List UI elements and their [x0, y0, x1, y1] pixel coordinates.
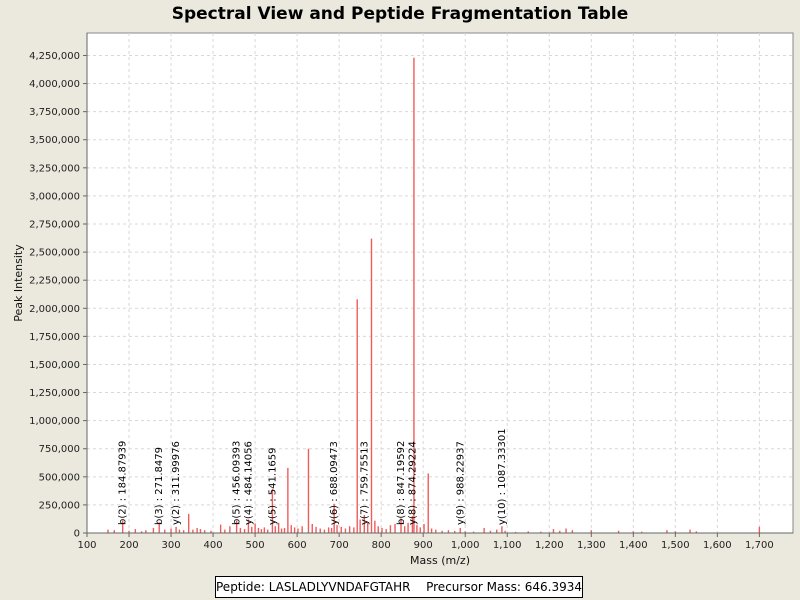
fragment-label: b(3) : 271.8479	[154, 447, 165, 525]
y-tick-label: 3,750,000	[29, 107, 80, 118]
fragment-label: b(8) : 847.19592	[396, 441, 407, 525]
y-axis-ticks: 0 250,000 500,000 750,000 1,000,000 1,250,000…	[29, 51, 87, 540]
x-tick-label: 400	[204, 540, 223, 551]
x-tick-label: 1,500	[661, 540, 690, 551]
x-tick-label: 1,400	[619, 540, 648, 551]
x-tick-label: 800	[372, 540, 391, 551]
x-tick-label: 500	[246, 540, 265, 551]
y-tick-label: 0	[74, 529, 80, 540]
fragment-annotations: b(2) : 184.87939 b(3) : 271.8479 y(2) : 31…	[118, 428, 508, 525]
peptide-sequence: Peptide: LASLADLYVNDAFGTAHR	[216, 580, 411, 594]
y-tick-label: 1,500,000	[29, 360, 80, 371]
y-tick-label: 2,000,000	[29, 304, 80, 315]
x-tick-label: 100	[77, 540, 96, 551]
y-tick-label: 4,250,000	[29, 51, 80, 62]
y-tick-label: 3,250,000	[29, 163, 80, 174]
y-tick-label: 1,250,000	[29, 388, 80, 399]
fragment-label: b(5) : 456.09393	[232, 441, 243, 525]
plot-area	[86, 32, 794, 534]
fragment-label: y(2) : 311.99976	[171, 441, 182, 525]
precursor-mass: Precursor Mass: 646.3934	[426, 580, 582, 594]
y-tick-label: 3,500,000	[29, 135, 80, 146]
x-axis-label: Mass (m/z)	[410, 554, 470, 567]
spectrum-chart[interactable]: Spectral View and Peptide Fragmentation …	[0, 0, 800, 572]
y-tick-label: 4,000,000	[29, 79, 80, 90]
x-tick-label: 1,600	[703, 540, 732, 551]
peptide-legend: Peptide: LASLADLYVNDAFGTAHR Precursor Ma…	[215, 576, 583, 598]
x-tick-label: 700	[330, 540, 349, 551]
y-tick-label: 1,750,000	[29, 332, 80, 343]
y-tick-label: 750,000	[39, 444, 80, 455]
fragment-label: y(8) : 874.29224	[407, 441, 418, 525]
fragment-label: y(9) : 988.22937	[455, 441, 466, 525]
grid-lines	[87, 33, 793, 533]
fragment-label: b(2) : 184.87939	[118, 441, 129, 525]
x-tick-label: 1,100	[493, 540, 522, 551]
x-tick-label: 1,200	[535, 540, 564, 551]
chart-title: Spectral View and Peptide Fragmentation …	[172, 4, 629, 24]
fragment-label: y(5) : 541.1659	[267, 447, 278, 525]
y-tick-label: 2,750,000	[29, 220, 80, 231]
x-tick-label: 1,700	[745, 540, 774, 551]
y-tick-label: 500,000	[39, 472, 80, 483]
fragment-label: y(10) : 1087.33301	[497, 428, 508, 525]
y-tick-label: 3,000,000	[29, 191, 80, 202]
x-tick-label: 900	[414, 540, 433, 551]
y-axis-label: Peak Intensity	[12, 244, 25, 322]
x-tick-label: 1,300	[577, 540, 606, 551]
x-tick-label: 200	[119, 540, 138, 551]
y-tick-label: 1,000,000	[29, 416, 80, 427]
y-tick-label: 250,000	[39, 500, 80, 511]
y-tick-label: 2,250,000	[29, 276, 80, 287]
x-tick-label: 600	[288, 540, 307, 551]
y-tick-label: 2,500,000	[29, 248, 80, 259]
fragment-label: y(4) : 484.14056	[243, 441, 254, 525]
fragment-label: y(7) : 759.75513	[359, 441, 370, 525]
x-axis-ticks: 100 200 300 400 500 600 700 800 900 1,000 1,100 1,2…	[77, 533, 774, 551]
fragment-label: y(6) : 688.09473	[329, 441, 340, 525]
peak-bars	[107, 57, 761, 533]
x-tick-label: 300	[162, 540, 181, 551]
x-tick-label: 1,000	[451, 540, 480, 551]
